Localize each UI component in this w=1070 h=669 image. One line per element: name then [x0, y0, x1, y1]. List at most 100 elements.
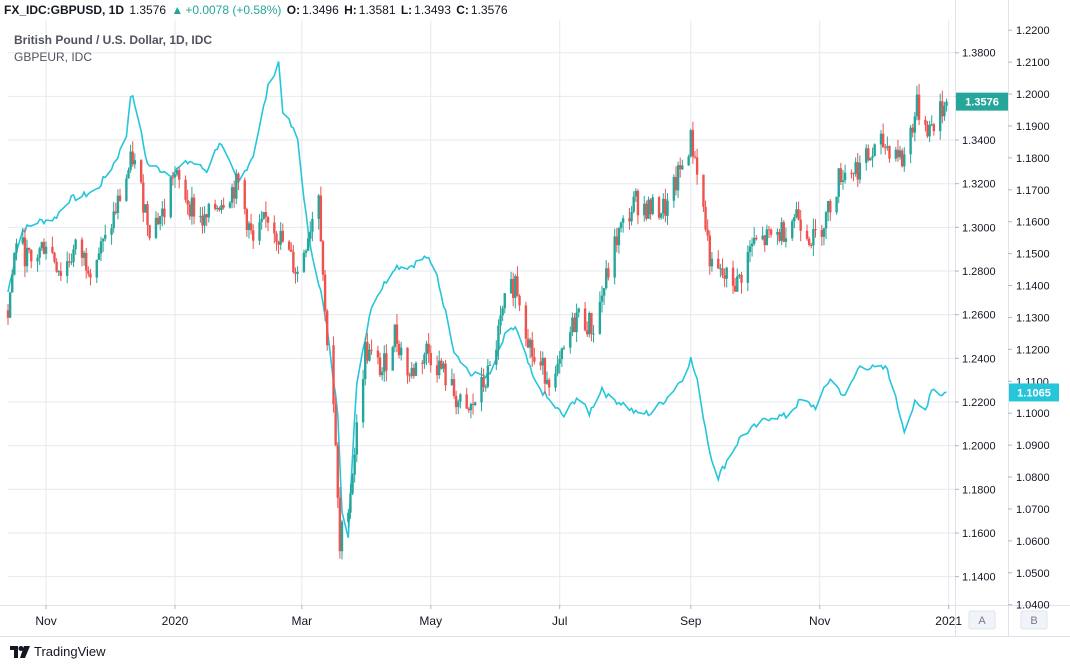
- candle-body: [340, 521, 344, 552]
- candle-body: [380, 371, 384, 376]
- candle-body: [190, 197, 194, 217]
- candle-body: [486, 365, 490, 387]
- candle-body: [450, 379, 454, 386]
- main-series-legend[interactable]: British Pound / U.S. Dollar, 1D, IDC: [14, 33, 213, 47]
- candle-body: [793, 217, 796, 222]
- gbpeur-last-price-label: 1.1065: [1017, 387, 1051, 399]
- right-axis-tick: 1.1700: [1016, 185, 1050, 197]
- candle-body: [95, 259, 98, 278]
- candle-body: [909, 127, 912, 155]
- candle-body: [351, 474, 354, 494]
- candle-body: [480, 377, 483, 403]
- brand-logo[interactable]: TradingView: [10, 644, 106, 659]
- candle-body: [281, 230, 284, 242]
- candle-body: [15, 243, 18, 254]
- scale-button-a[interactable]: A: [968, 610, 996, 630]
- candle-body: [260, 218, 263, 223]
- candle-body: [247, 223, 251, 230]
- candle-body: [590, 312, 593, 334]
- left-axis-tick: 1.2600: [962, 310, 996, 322]
- candle-body: [353, 454, 356, 475]
- candle-body: [617, 228, 621, 246]
- candle-body: [427, 343, 430, 353]
- candle-body: [826, 200, 830, 213]
- candle-body: [647, 199, 650, 219]
- candle-body: [336, 445, 339, 498]
- left-axis-tick: 1.1600: [962, 528, 996, 540]
- candle-body: [97, 253, 101, 260]
- time-axis-tick: Nov: [35, 614, 56, 628]
- candle-body: [807, 238, 811, 245]
- candle-body: [501, 308, 504, 316]
- candle-body: [645, 203, 648, 219]
- candle-body: [852, 173, 855, 175]
- candle-body: [913, 116, 917, 133]
- candle-body: [11, 274, 14, 293]
- candle-body: [302, 252, 306, 272]
- candle-body: [755, 237, 758, 240]
- candle-body: [459, 394, 462, 402]
- tradingview-logo-icon: [10, 645, 30, 658]
- candle-body: [309, 231, 312, 239]
- candle-body: [495, 349, 498, 365]
- candle-body: [412, 367, 416, 376]
- candle-body: [110, 228, 113, 235]
- candle-body: [621, 218, 625, 223]
- candle-body: [636, 190, 640, 216]
- candle-body: [237, 173, 240, 181]
- candle-body: [943, 105, 946, 117]
- candle-body: [125, 178, 128, 201]
- candle-body: [334, 404, 337, 446]
- candle-body: [752, 237, 756, 244]
- candle-body: [657, 197, 661, 218]
- candle-body: [569, 332, 572, 348]
- right-axis-tick: 1.1500: [1016, 249, 1050, 261]
- candle-body: [829, 200, 832, 213]
- candle-body: [708, 235, 711, 267]
- symbol-name[interactable]: FX_IDC:GBPUSD, 1D: [4, 3, 125, 17]
- candle-body: [689, 130, 692, 157]
- right-axis-tick: 1.0600: [1016, 536, 1050, 548]
- candle-body: [497, 325, 500, 350]
- candle-body: [761, 235, 764, 240]
- gbpeur-last-price-box: [1009, 383, 1059, 402]
- compare-series-legend[interactable]: GBPEUR, IDC: [14, 50, 93, 64]
- candle-body: [199, 215, 202, 217]
- candle-body: [36, 257, 39, 262]
- candle-body: [719, 268, 722, 270]
- candle-body: [383, 353, 386, 372]
- candle-body: [391, 347, 394, 371]
- candle-body: [941, 101, 944, 117]
- time-axis-tick: Sep: [680, 614, 702, 628]
- candle-body: [592, 333, 595, 335]
- candle-body: [886, 146, 889, 148]
- candle-body: [780, 222, 783, 241]
- candle-body: [42, 241, 46, 254]
- candle-body: [873, 144, 876, 157]
- candle-body: [928, 124, 931, 137]
- candle-body: [615, 236, 618, 246]
- candle-body: [514, 276, 517, 298]
- candle-body: [25, 247, 29, 267]
- candle-body: [273, 222, 276, 234]
- candle-body: [457, 401, 460, 408]
- candle-body: [900, 150, 904, 167]
- candle-body: [865, 148, 868, 163]
- scale-button-b[interactable]: B: [1020, 610, 1048, 630]
- candle-body: [643, 203, 646, 216]
- candle-body: [736, 276, 739, 292]
- candle-body: [575, 312, 578, 333]
- candle-body: [323, 274, 327, 311]
- time-axis-tick: Nov: [809, 614, 830, 628]
- candle-body: [583, 308, 587, 331]
- candle-body: [410, 367, 413, 376]
- candle-body: [605, 268, 608, 289]
- candle-body: [294, 272, 297, 274]
- price-chart[interactable]: 1.38001.36001.34001.32001.30001.28001.26…: [0, 0, 1070, 636]
- candle-body: [266, 216, 270, 223]
- candle-body: [717, 258, 720, 269]
- right-axis-tick: 1.0700: [1016, 504, 1050, 516]
- candle-body: [89, 273, 92, 278]
- candle-body: [531, 339, 534, 357]
- candle-body: [423, 354, 426, 364]
